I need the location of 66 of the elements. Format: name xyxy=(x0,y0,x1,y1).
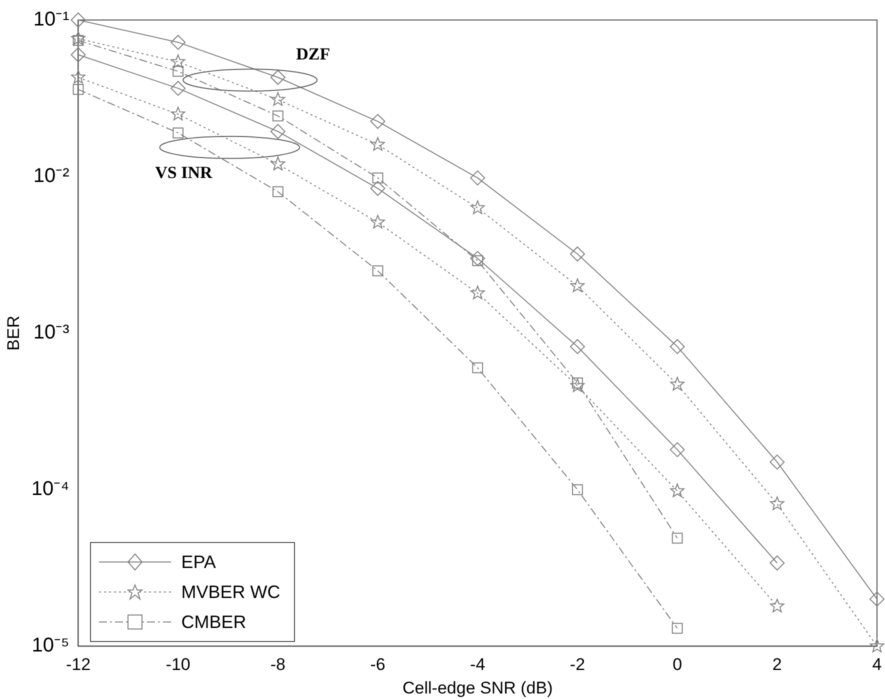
point xyxy=(870,638,884,652)
point xyxy=(270,70,286,85)
point xyxy=(270,156,286,170)
y-tick-label: 10⁻¹ xyxy=(33,8,70,31)
x-tick-label: -6 xyxy=(370,655,386,674)
point xyxy=(270,92,286,106)
point xyxy=(470,170,486,186)
point xyxy=(172,66,184,77)
point xyxy=(370,214,385,228)
x-tick-label: 4 xyxy=(872,655,882,674)
point xyxy=(570,339,585,354)
point xyxy=(71,31,86,45)
point xyxy=(870,592,884,607)
point xyxy=(172,127,184,138)
point xyxy=(470,250,486,266)
x-tick-label: -12 xyxy=(66,655,91,674)
point xyxy=(272,110,284,122)
point xyxy=(670,376,684,391)
point xyxy=(370,114,386,129)
point xyxy=(170,34,186,50)
x-tick-label: -8 xyxy=(270,655,286,674)
point xyxy=(370,137,385,151)
point xyxy=(770,598,784,612)
point xyxy=(170,80,186,96)
x-tick-label: -4 xyxy=(470,655,486,674)
point xyxy=(470,200,485,214)
point xyxy=(572,484,583,496)
point xyxy=(670,484,684,498)
point xyxy=(570,378,585,392)
point xyxy=(470,286,485,300)
legend-label: EPA xyxy=(181,552,216,573)
x-axis-title: Cell-edge SNR (dB) xyxy=(402,678,553,698)
point xyxy=(370,180,386,196)
point xyxy=(372,265,384,276)
point xyxy=(272,186,284,198)
point xyxy=(672,622,683,634)
y-tick-label: 10⁻² xyxy=(33,165,70,188)
point xyxy=(72,84,84,95)
point xyxy=(70,12,86,28)
annotation: DZF xyxy=(296,44,330,64)
x-tick-label: 2 xyxy=(772,655,782,674)
x-tick-label: -10 xyxy=(166,655,190,674)
y-axis-title: BER xyxy=(4,316,23,351)
point xyxy=(372,172,384,184)
legend-label: CMBER xyxy=(181,612,246,633)
point xyxy=(270,124,286,139)
point xyxy=(770,555,785,570)
point xyxy=(70,47,86,62)
y-tick-label: 10⁻⁵ xyxy=(32,634,70,657)
point xyxy=(472,362,484,374)
point xyxy=(570,278,585,292)
legend-label: MVBER WC xyxy=(181,582,280,603)
point xyxy=(670,339,685,354)
point xyxy=(71,70,86,84)
point xyxy=(672,532,683,544)
point xyxy=(170,106,186,120)
point xyxy=(670,442,685,458)
x-tick-label: 0 xyxy=(672,655,682,674)
y-tick-label: 10⁻³ xyxy=(33,322,70,344)
point xyxy=(770,496,784,510)
y-tick-label: 10⁻⁴ xyxy=(31,478,70,500)
point xyxy=(170,54,186,68)
x-tick-label: -2 xyxy=(570,655,586,674)
point xyxy=(570,246,585,262)
annotation: VS INR xyxy=(155,162,213,182)
point xyxy=(770,454,785,470)
